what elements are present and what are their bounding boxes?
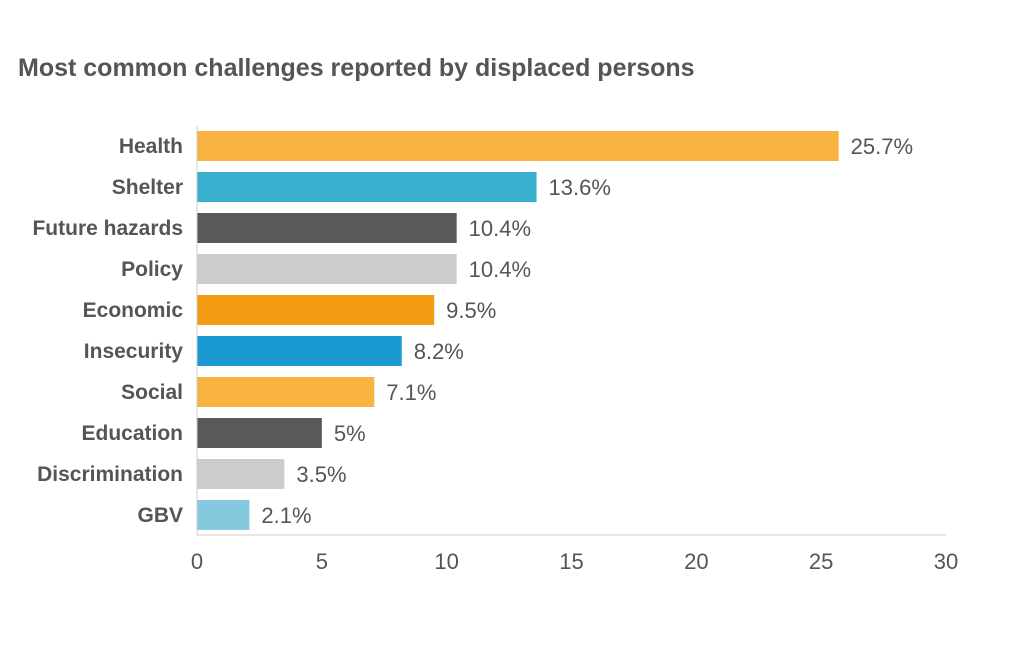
value-label: 10.4% [469,257,531,282]
bar-economic [197,295,435,325]
x-tick-label: 20 [684,549,708,574]
value-label: 13.6% [549,175,611,200]
x-tick-label: 25 [809,549,833,574]
value-label: 5% [334,421,366,446]
x-tick-label: 30 [934,549,958,574]
category-label: Future hazards [32,217,183,240]
category-label: Shelter [112,176,183,199]
x-tick-label: 15 [559,549,583,574]
value-label: 2.1% [261,503,311,528]
value-label: 10.4% [469,216,531,241]
bar-discrimination [197,459,285,489]
category-label: GBV [137,504,183,527]
x-tick-labels: 0 5 10 15 20 25 30 [191,549,958,574]
bar-social [197,377,375,407]
value-label: 9.5% [446,298,496,323]
category-label: Policy [121,258,183,281]
bar-gbv [197,500,250,530]
bar-policy [197,254,457,284]
bar-shelter [197,172,537,202]
bar-future-hazards [197,213,457,243]
category-label: Economic [83,299,184,322]
chart-title: Most common challenges reported by displ… [18,54,695,82]
category-labels: Health Shelter Future hazards Policy Economi… [32,135,183,527]
bars-group [197,131,839,530]
value-label: 25.7% [851,134,913,159]
value-label: 8.2% [414,339,464,364]
x-tick-label: 0 [191,549,203,574]
x-tick-label: 5 [316,549,328,574]
category-label: Health [119,135,183,158]
category-label: Education [81,422,183,445]
category-label: Discrimination [37,463,183,486]
value-label: 3.5% [296,462,346,487]
value-labels: 25.7% 13.6% 10.4% 10.4% 9.5% 8.2% 7.1% 5% 3.5% 2.… [261,134,913,528]
x-tick-label: 10 [434,549,458,574]
category-label: Social [121,381,183,404]
bar-health [197,131,839,161]
bar-education [197,418,322,448]
value-label: 7.1% [386,380,436,405]
bar-insecurity [197,336,402,366]
category-label: Insecurity [84,340,184,363]
